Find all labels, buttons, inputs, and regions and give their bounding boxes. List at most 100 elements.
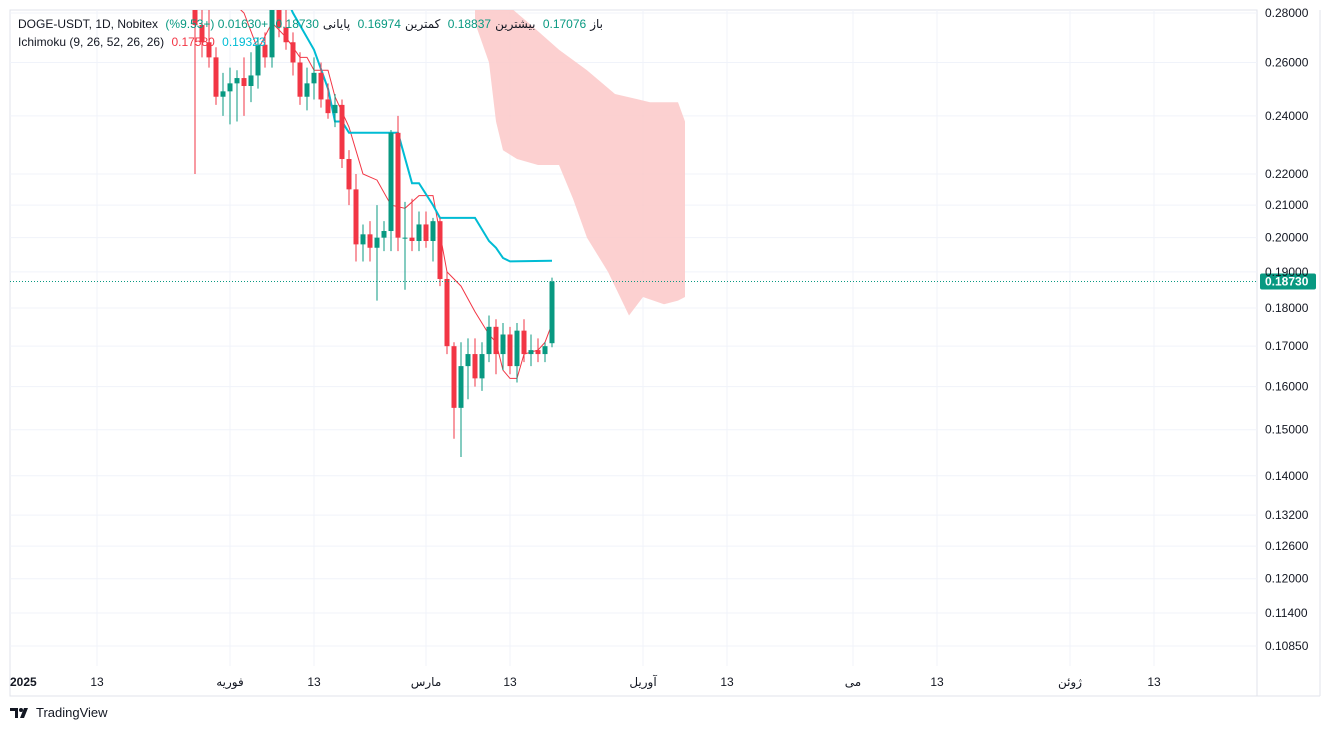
candle[interactable]	[514, 323, 520, 383]
candle-body	[360, 234, 366, 245]
candle[interactable]	[423, 211, 429, 248]
candle[interactable]	[542, 342, 548, 363]
candle[interactable]	[486, 315, 492, 363]
time-tick-label: فوریه	[216, 675, 244, 690]
candle[interactable]	[549, 277, 555, 348]
price-axis[interactable]: 0.28000 0.26000 0.24000 0.22000 0.21000 0.200…	[1265, 6, 1309, 653]
candle-body	[248, 75, 254, 87]
high-value: 0.18837	[447, 17, 492, 31]
candle[interactable]	[479, 342, 485, 391]
candle[interactable]	[297, 52, 303, 105]
base-line-value: 0.19323	[222, 35, 266, 49]
candle[interactable]	[311, 57, 317, 100]
candle[interactable]	[262, 32, 268, 68]
candle[interactable]	[395, 115, 401, 252]
price-tick-label: 0.17000	[1265, 339, 1309, 353]
candle-body	[213, 57, 219, 97]
candle[interactable]	[535, 338, 541, 363]
time-axis[interactable]: 2025 13 فوریه 13 مارس 13 آوریل 13 می 13 ژوئن 13	[10, 674, 1161, 690]
candle-body	[416, 224, 422, 242]
candle[interactable]	[192, 0, 198, 175]
candle-body	[353, 189, 359, 245]
candle[interactable]	[318, 62, 324, 108]
candle[interactable]	[465, 338, 471, 400]
symbol-title[interactable]: DOGE-USDT, 1D, Nobitex	[18, 17, 159, 31]
time-tick-label: مارس	[411, 675, 442, 690]
time-tick-label: 13	[503, 675, 517, 689]
candle[interactable]	[444, 271, 450, 355]
candles[interactable]	[192, 0, 555, 458]
candle[interactable]	[409, 198, 415, 252]
close-label: پایانی	[322, 17, 351, 31]
time-tick-label: آوریل	[629, 674, 657, 690]
candle[interactable]	[248, 52, 254, 103]
indicator-legend[interactable]: Ichimoku (9, 26, 52, 26, 26) 0.17580 0.1…	[18, 35, 270, 49]
change-value: +0.01630 (+9.53%)	[165, 17, 269, 31]
price-tick-label: 0.28000	[1265, 6, 1309, 20]
candle-body	[395, 132, 401, 238]
candle[interactable]	[339, 99, 345, 168]
price-tick-label: 0.26000	[1265, 55, 1309, 69]
price-tick-label: 0.20000	[1265, 231, 1309, 245]
candle[interactable]	[521, 319, 527, 363]
price-tick-label: 0.13200	[1265, 508, 1309, 522]
symbol-legend[interactable]: DOGE-USDT, 1D, Nobitex باز0.17076 بیشتری…	[18, 17, 607, 31]
open-value: 0.17076	[542, 17, 587, 31]
candle[interactable]	[500, 323, 506, 371]
candle[interactable]	[437, 217, 443, 287]
candle[interactable]	[234, 70, 240, 122]
candle[interactable]	[269, 0, 275, 68]
candle[interactable]	[346, 150, 352, 206]
price-tick-label: 0.19000	[1265, 265, 1309, 279]
candle-body	[220, 91, 226, 97]
candle[interactable]	[458, 342, 464, 458]
candle[interactable]	[416, 211, 422, 252]
candle[interactable]	[276, 0, 282, 38]
candle[interactable]	[360, 224, 366, 262]
candle[interactable]	[332, 94, 338, 128]
tradingview-branding[interactable]: TradingView	[10, 705, 108, 720]
price-tick-label: 0.21000	[1265, 198, 1309, 212]
candle[interactable]	[472, 338, 478, 387]
low-label: کمترین	[404, 17, 441, 31]
candle-body	[409, 237, 415, 242]
candle[interactable]	[220, 72, 226, 116]
candle-body	[255, 44, 261, 76]
candle[interactable]	[325, 83, 331, 119]
candle-body	[465, 354, 471, 367]
candle[interactable]	[199, 0, 205, 58]
candle[interactable]	[493, 319, 499, 375]
candle[interactable]	[367, 221, 373, 262]
price-tick-label: 0.11400	[1265, 606, 1308, 620]
candle-body	[388, 132, 394, 232]
candle-body	[486, 326, 492, 355]
candle[interactable]	[381, 221, 387, 252]
candle[interactable]	[255, 37, 261, 89]
candle[interactable]	[430, 217, 436, 262]
candle[interactable]	[374, 205, 380, 301]
candle-body	[458, 366, 464, 408]
time-tick-label: 2025	[10, 675, 37, 689]
candle[interactable]	[304, 67, 310, 111]
candle[interactable]	[290, 32, 296, 76]
candle[interactable]	[227, 67, 233, 125]
candle[interactable]	[283, 8, 289, 50]
indicator-name[interactable]: Ichimoku (9, 26, 52, 26, 26)	[18, 35, 165, 49]
candle-body	[430, 221, 436, 242]
candle[interactable]	[206, 8, 212, 68]
time-tick-label: 13	[720, 675, 734, 689]
candle[interactable]	[241, 57, 247, 116]
candle[interactable]	[388, 129, 394, 252]
candle[interactable]	[402, 201, 408, 290]
candle[interactable]	[353, 174, 359, 262]
open-label: باز	[590, 17, 604, 31]
candle-body	[297, 62, 303, 97]
candle-body	[437, 221, 443, 279]
candle[interactable]	[213, 47, 219, 105]
candle[interactable]	[507, 326, 513, 375]
candle[interactable]	[528, 334, 534, 367]
candle-body	[325, 99, 331, 114]
candle[interactable]	[451, 342, 457, 439]
